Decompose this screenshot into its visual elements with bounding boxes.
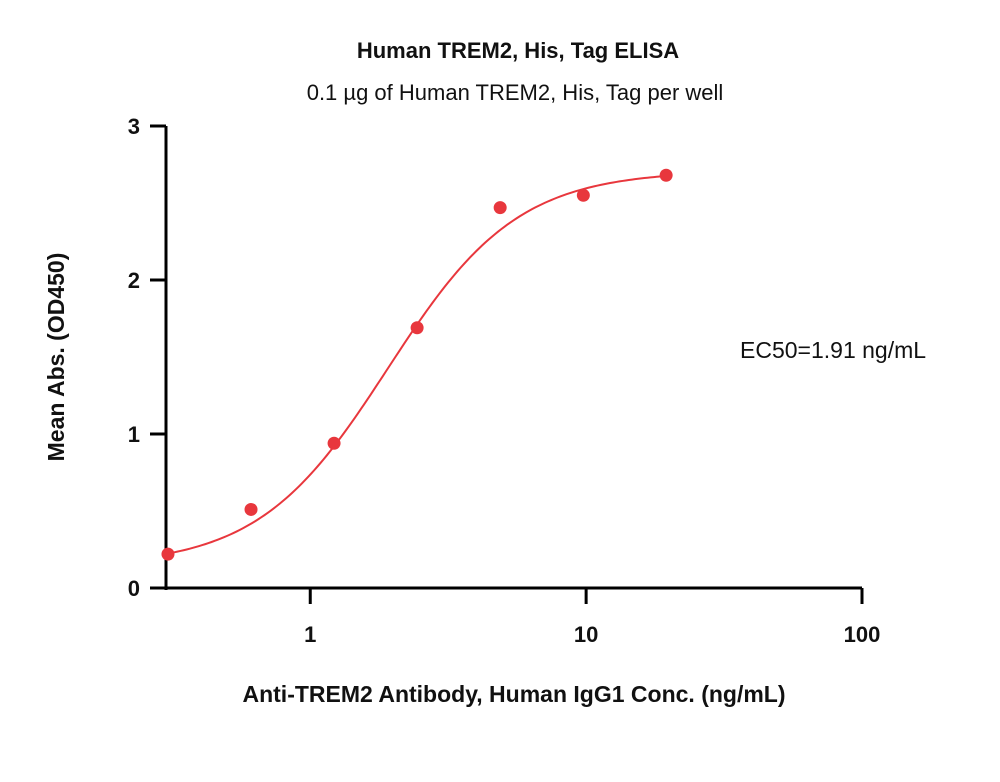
data-point [161,547,175,561]
data-point [659,168,673,182]
chart-title: Human TREM2, His, Tag ELISA [357,38,679,63]
ec50-annotation: EC50=1.91 ng/mL [740,337,926,363]
x-tick-label: 10 [574,622,598,647]
y-tick-label: 2 [128,268,140,293]
y-axis-title: Mean Abs. (OD450) [43,253,69,462]
fit-curve [167,174,667,555]
data-points [161,168,673,561]
x-axis-title: Anti-TREM2 Antibody, Human IgG1 Conc. (n… [242,681,785,707]
x-tick-label: 100 [844,622,881,647]
y-axis-ticks: 0 1 2 3 [128,114,166,601]
data-point [410,321,424,335]
x-tick-label: 1 [304,622,316,647]
y-tick-label: 1 [128,422,140,447]
chart-subtitle: 0.1 µg of Human TREM2, His, Tag per well [307,80,724,105]
x-axis-ticks: 1 10 100 [304,588,880,647]
y-tick-label: 3 [128,114,140,139]
plot-area: 0 1 2 3 1 10 100 [128,114,881,647]
data-point [493,201,507,215]
data-point [327,436,341,450]
y-tick-label: 0 [128,576,140,601]
data-point [576,188,590,202]
data-point [244,502,258,516]
